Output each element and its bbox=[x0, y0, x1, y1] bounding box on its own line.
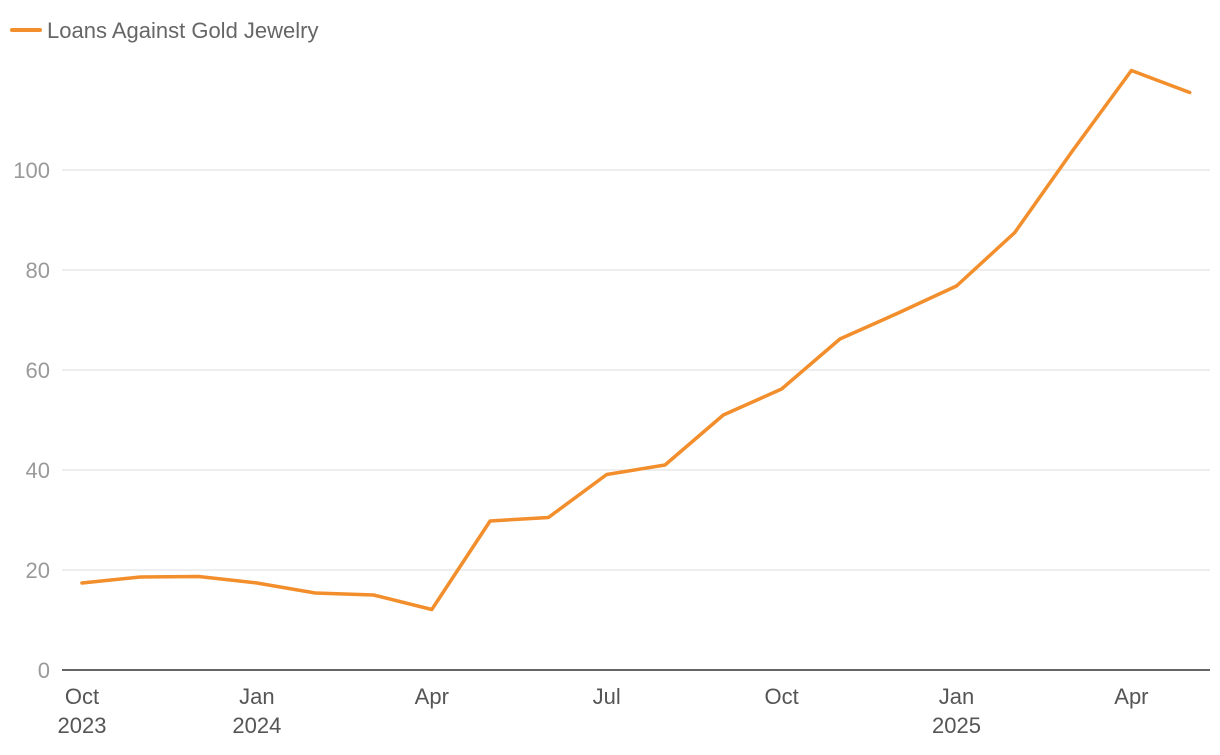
data-point bbox=[255, 581, 259, 585]
x-tick-label: Apr bbox=[1114, 684, 1148, 709]
y-tick-label: 0 bbox=[38, 658, 50, 683]
data-point bbox=[80, 581, 84, 585]
y-tick-label: 20 bbox=[26, 558, 50, 583]
y-tick-label: 80 bbox=[26, 258, 50, 283]
legend: Loans Against Gold Jewelry bbox=[10, 18, 319, 43]
y-axis-ticks: 0 20 40 60 80 100 bbox=[13, 158, 50, 683]
x-tick-label: Apr bbox=[415, 684, 449, 709]
x-axis-ticks: Oct 2023 Jan 2024 Apr Jul Oct Jan 2025 Apr bbox=[58, 684, 1149, 738]
data-point bbox=[780, 387, 784, 391]
x-tick-label: Oct bbox=[65, 684, 99, 709]
data-point bbox=[721, 413, 725, 417]
gridlines bbox=[62, 169, 1210, 571]
series-line bbox=[80, 68, 1192, 612]
x-tick-year-label: 2023 bbox=[58, 713, 107, 738]
x-tick-label: Jan bbox=[239, 684, 274, 709]
data-point bbox=[488, 519, 492, 523]
data-point bbox=[1129, 69, 1133, 72]
y-tick-label: 60 bbox=[26, 358, 50, 383]
x-tick-label: Jul bbox=[593, 684, 621, 709]
data-point bbox=[605, 473, 609, 476]
y-tick-label: 100 bbox=[13, 158, 50, 183]
data-point bbox=[138, 575, 142, 579]
data-point bbox=[1013, 231, 1017, 234]
data-point bbox=[1188, 91, 1192, 94]
data-point bbox=[1071, 148, 1075, 152]
x-tick-year-label: 2024 bbox=[232, 713, 281, 738]
x-tick-year-label: 2025 bbox=[932, 713, 981, 738]
data-point bbox=[663, 463, 667, 467]
data-point bbox=[372, 593, 375, 597]
x-tick-label: Jan bbox=[939, 684, 974, 709]
data-point bbox=[313, 591, 317, 595]
data-point bbox=[430, 608, 434, 611]
data-point bbox=[546, 516, 550, 519]
data-point bbox=[896, 311, 900, 315]
series-layer bbox=[80, 68, 1192, 612]
y-tick-label: 40 bbox=[26, 458, 50, 483]
data-point bbox=[955, 284, 958, 288]
data-point bbox=[197, 575, 201, 578]
data-point bbox=[838, 337, 842, 341]
x-tick-label: Oct bbox=[764, 684, 798, 709]
legend-label: Loans Against Gold Jewelry bbox=[47, 18, 319, 43]
